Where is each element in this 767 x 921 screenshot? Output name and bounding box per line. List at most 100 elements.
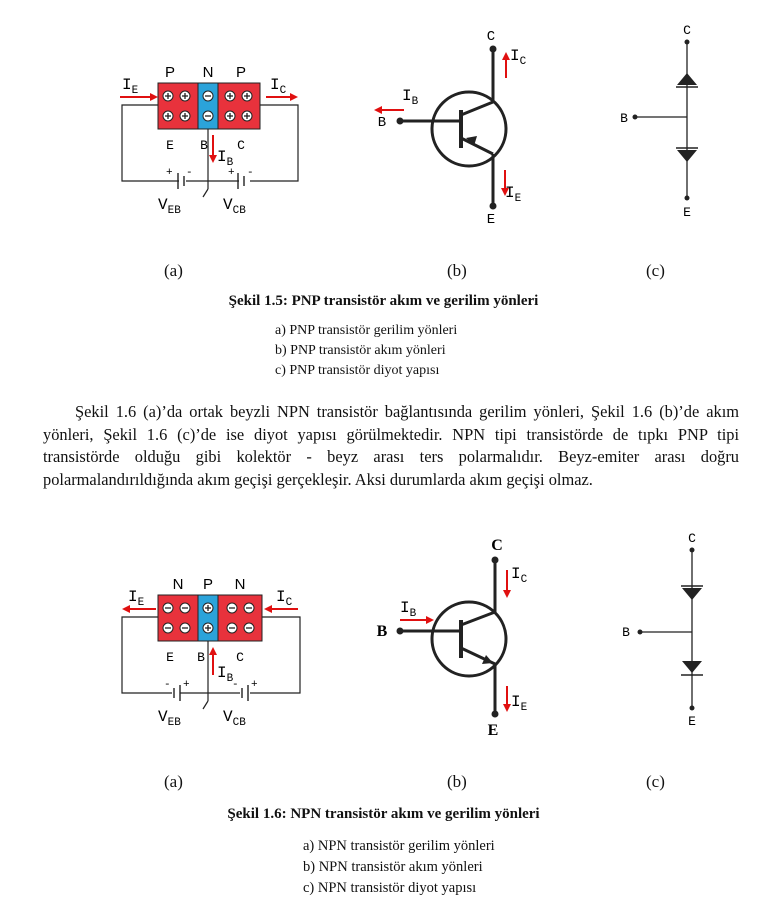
polarity-4: -: [247, 167, 254, 179]
battery-veb: [173, 685, 181, 701]
fig16-list: a) NPN transistör gerilim yönleri b) NPN…: [303, 836, 495, 899]
polarity-3: -: [232, 679, 239, 691]
fig16-c-diode-model: C B E: [622, 531, 703, 729]
arrow-ic: [264, 605, 298, 613]
body-paragraph: Şekil 1.6 (a)’da ortak beyzli NPN transi…: [43, 402, 739, 489]
region-label-p-left: P: [165, 64, 175, 81]
label-veb: VEB: [158, 196, 181, 217]
polarity-2: -: [186, 167, 193, 179]
fig15-caption: Şekil 1.5: PNP transistör akım ve gerili…: [228, 293, 539, 309]
terminal-e: E: [166, 650, 174, 665]
label-ic: IC: [276, 588, 293, 609]
wire-left: [121, 104, 180, 182]
transistor-circle: [430, 90, 508, 168]
label-ib: IB: [217, 148, 234, 169]
symbol-e-label: E: [488, 722, 499, 739]
emitter-arrow: [482, 655, 493, 664]
fig15-list: a) PNP transistör gerilim yönleri b) PNP…: [275, 321, 457, 381]
list-item: b) PNP transistör akım yönleri: [275, 343, 446, 358]
label-ic-b: IC: [511, 565, 528, 586]
terminal-c: C: [236, 650, 244, 665]
arrow-ie: [120, 93, 158, 101]
region-label-n-left: N: [173, 576, 184, 593]
wire-right: [250, 104, 299, 182]
wire-right: [250, 616, 301, 694]
terminal-b: B: [200, 138, 208, 153]
terminal-e: E: [166, 138, 174, 153]
region-label-n-mid: N: [203, 64, 214, 81]
fig15-label-b: (b): [447, 261, 467, 280]
list-item: c) PNP transistör diyot yapısı: [275, 363, 440, 378]
fig16-caption: Şekil 1.6: NPN transistör akım ve gerili…: [227, 806, 540, 822]
n-region-collector: [217, 594, 263, 642]
polarity-3: +: [228, 167, 235, 179]
arrow-ic-b: [503, 570, 511, 598]
list-item: a) PNP transistör gerilim yönleri: [275, 323, 458, 338]
label-ib-b: IB: [400, 599, 417, 620]
arrow-ib-b: [400, 616, 434, 624]
diode-c-label: C: [688, 531, 696, 546]
fig15-label-a: (a): [164, 261, 183, 280]
symbol-c-label: C: [491, 537, 503, 554]
fig15-b-symbol: C B E IC IB IE: [374, 29, 527, 228]
list-item: c) NPN transistör diyot yapısı: [303, 880, 477, 896]
symbol-e-label: E: [487, 212, 495, 228]
label-ie: IE: [128, 588, 145, 609]
region-label-n-right: N: [235, 576, 246, 593]
p-region-collector: [217, 82, 261, 130]
emitter-arrow: [466, 136, 477, 146]
fig16-label-a: (a): [164, 772, 183, 791]
transistor-circle: [430, 600, 508, 678]
battery-vcb: [241, 685, 249, 701]
base-dot: [396, 117, 404, 125]
label-ie-b: IE: [505, 184, 522, 205]
arrow-ie-b: [501, 170, 509, 196]
symbol-b-label: B: [377, 623, 388, 640]
symbol-c-label: C: [487, 29, 495, 45]
arrow-ib: [209, 135, 217, 163]
battery-veb: [177, 173, 185, 189]
arrow-ic: [266, 93, 298, 101]
diode-e-label: E: [683, 205, 691, 220]
fig15-c-diode-model: C B E: [620, 23, 698, 220]
fig15-label-c: (c): [646, 261, 665, 280]
battery-vcb: [237, 173, 245, 189]
fig16-label-c: (c): [646, 772, 665, 791]
region-label-p-mid: P: [203, 576, 213, 593]
wire-left: [121, 616, 172, 694]
fig16-a-circuit: N P N E B C - + - + VEB VCB: [121, 576, 301, 729]
fig16-label-b: (b): [447, 772, 467, 791]
label-ie-b: IE: [511, 693, 528, 714]
label-ie: IE: [122, 76, 139, 97]
polarity-2: +: [183, 679, 190, 691]
label-ib-b: IB: [402, 87, 419, 108]
polarity-1: +: [166, 167, 173, 179]
emitter-dot: [489, 202, 497, 210]
diode-b-label: B: [620, 111, 628, 126]
diode-lower: [682, 661, 702, 673]
list-item: b) NPN transistör akım yönleri: [303, 859, 483, 875]
symbol-b-label: B: [378, 115, 386, 131]
arrow-ib-b: [374, 106, 404, 114]
n-region-base: [197, 82, 219, 130]
polarity-4: +: [251, 679, 258, 691]
diode-c-label: C: [683, 23, 691, 38]
label-ic: IC: [270, 76, 287, 97]
diode-e-label: E: [688, 714, 696, 729]
arrow-ie: [122, 605, 156, 613]
n-region-emitter: [157, 594, 199, 642]
arrow-ic-b: [502, 52, 510, 78]
diode-upper: [677, 73, 697, 85]
arrow-ie-b: [503, 686, 511, 712]
label-ic-b: IC: [510, 47, 527, 68]
list-item: a) NPN transistör gerilim yönleri: [303, 838, 495, 854]
diode-upper: [682, 588, 702, 600]
holes-emitter: [162, 90, 253, 122]
fig15-a-circuit: P N P E B C + - + - VEB VCB: [120, 64, 299, 217]
label-veb: VEB: [158, 708, 181, 729]
polarity-1: -: [164, 679, 171, 691]
p-region-base: [197, 594, 219, 642]
label-vcb: VCB: [223, 196, 246, 217]
terminal-c: C: [237, 138, 245, 153]
terminal-b: B: [197, 650, 205, 665]
